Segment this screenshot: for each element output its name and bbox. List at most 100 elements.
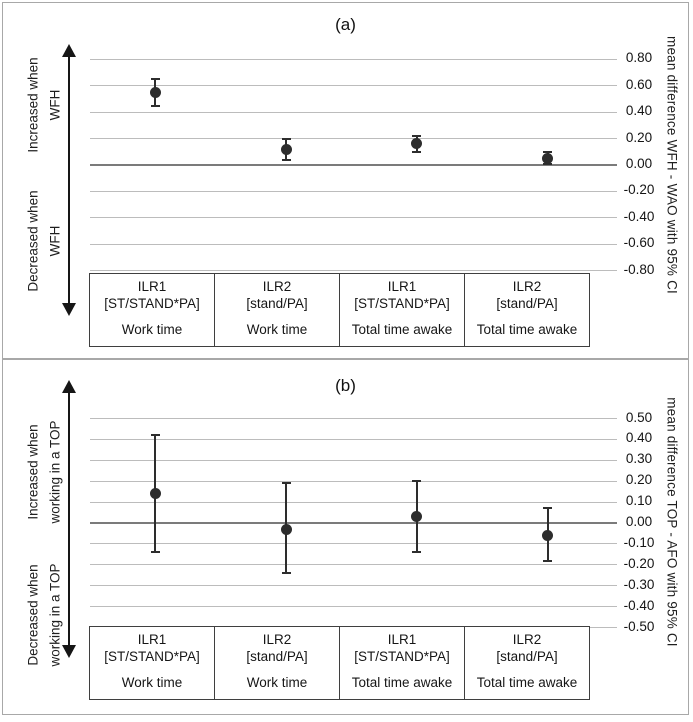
left-axis-increased-label: Increased when working in a TOP [25, 420, 62, 524]
category-cell: ILR2 [stand/PA] Total time awake [464, 627, 589, 699]
panel-a: (a) Increased when WFH Decreased when WF… [2, 2, 689, 359]
error-bar-cap [412, 150, 422, 153]
category-model: ILR1 [387, 279, 417, 294]
y-tick-label: 0.30 [625, 451, 653, 467]
data-point-marker [149, 488, 161, 500]
error-bar-cap [150, 434, 160, 437]
category-spec: [stand/PA] [246, 648, 308, 664]
y-tick-label: 0.00 [625, 156, 653, 171]
gridline [90, 606, 617, 608]
category-cell-header: ILR2 [stand/PA] [466, 632, 588, 666]
left-axis-decreased-label: Decreased when working in a TOP [25, 563, 62, 667]
error-bar-cap [150, 551, 160, 554]
error-bar-cap [543, 507, 553, 510]
y-tick-label: 0.20 [625, 129, 653, 145]
category-model: ILR2 [512, 279, 542, 294]
error-bar-cap [412, 134, 422, 137]
gridline [90, 138, 617, 140]
y-tick-label: 0.20 [625, 472, 653, 488]
category-cell: ILR1 [ST/STAND*PA] Total time awake [339, 627, 464, 699]
y-tick-label: -0.20 [623, 182, 655, 198]
category-period: Work time [246, 675, 308, 691]
y-tick-label: 0.40 [625, 430, 653, 446]
error-bar-cap [150, 104, 160, 107]
category-cell-header: ILR1 [ST/STAND*PA] [341, 279, 463, 313]
category-cell-header: ILR2 [stand/PA] [466, 279, 588, 313]
gridline [90, 85, 617, 87]
error-bar-cap [150, 78, 160, 81]
data-point-marker [542, 530, 554, 542]
error-bar-cap [412, 551, 422, 554]
y-tick-label: 0.50 [625, 409, 653, 425]
category-spec: [stand/PA] [496, 295, 558, 311]
y-tick-label: -0.50 [623, 618, 655, 634]
category-cell: ILR2 [stand/PA] Work time [214, 274, 339, 346]
gridline [90, 418, 617, 419]
right-axis-label: mean difference WFH - WAO with 95% CI [664, 36, 680, 294]
category-period: Work time [121, 322, 183, 338]
gridline [90, 243, 617, 245]
category-model: ILR1 [387, 632, 417, 647]
category-period: Total time awake [351, 322, 453, 338]
y-tick-label: -0.10 [623, 534, 655, 550]
category-spec: [ST/STAND*PA] [354, 295, 450, 311]
arrowhead-down-icon [62, 645, 76, 658]
category-model: ILR1 [137, 279, 167, 294]
category-period: Total time awake [476, 322, 578, 338]
category-cell-header: ILR1 [ST/STAND*PA] [91, 632, 213, 666]
arrow-shaft [67, 389, 71, 649]
category-spec: [ST/STAND*PA] [354, 648, 450, 664]
category-cell: ILR1 [ST/STAND*PA] Total time awake [339, 274, 464, 346]
gridline [90, 111, 617, 113]
gridline [90, 564, 617, 566]
category-cell-header: ILR2 [stand/PA] [216, 279, 338, 313]
data-point-marker [411, 138, 423, 150]
gridline [90, 58, 617, 60]
y-tick-label: 0.40 [625, 103, 653, 119]
category-model: ILR2 [262, 632, 292, 647]
category-model: ILR1 [137, 632, 167, 647]
category-spec: [ST/STAND*PA] [104, 648, 200, 664]
gridline [90, 480, 617, 482]
error-bar-cap [543, 559, 553, 562]
category-cell: ILR1 [ST/STAND*PA] Work time [90, 274, 214, 346]
error-bar-cap [412, 480, 422, 483]
panel-title: (a) [335, 15, 356, 34]
category-table: ILR1 [ST/STAND*PA] Work time ILR2 [stand/PA]… [89, 626, 590, 700]
category-period: Work time [246, 322, 308, 338]
gridline [90, 459, 617, 461]
arrowhead-up-icon [62, 44, 76, 57]
category-model: ILR2 [262, 279, 292, 294]
error-bar-cap [281, 137, 291, 140]
data-point-marker [280, 143, 292, 155]
y-tick-label: -0.40 [623, 208, 655, 224]
category-model: ILR2 [512, 632, 542, 647]
category-cell-header: ILR2 [stand/PA] [216, 632, 338, 666]
gridline [90, 501, 617, 503]
category-cell-header: ILR1 [ST/STAND*PA] [341, 632, 463, 666]
gridline [90, 217, 617, 219]
y-tick-label: 0.80 [625, 50, 653, 66]
error-bar-cap [281, 482, 291, 485]
increase-decrease-arrow [62, 44, 76, 316]
arrow-shaft [67, 53, 71, 307]
error-bar-cap [281, 158, 291, 161]
gridline [90, 438, 617, 440]
data-point-marker [149, 86, 161, 98]
y-tick-label: -0.60 [623, 235, 655, 251]
y-tick-label: -0.40 [623, 597, 655, 613]
error-bar-cap [543, 150, 553, 153]
category-table: ILR1 [ST/STAND*PA] Work time ILR2 [stand/PA]… [89, 273, 590, 347]
gridline [90, 585, 617, 587]
left-axis-decreased-label: Decreased when WFH [25, 190, 62, 292]
category-cell-header: ILR1 [ST/STAND*PA] [91, 279, 213, 313]
category-spec: [stand/PA] [246, 295, 308, 311]
category-period: Total time awake [476, 675, 578, 691]
category-period: Work time [121, 675, 183, 691]
right-axis-label: mean difference TOP - AFO with 95% CI [664, 397, 680, 647]
y-tick-label: -0.80 [623, 261, 655, 277]
data-point-marker [542, 152, 554, 164]
data-point-marker [280, 523, 292, 535]
panel-title: (b) [335, 376, 356, 395]
